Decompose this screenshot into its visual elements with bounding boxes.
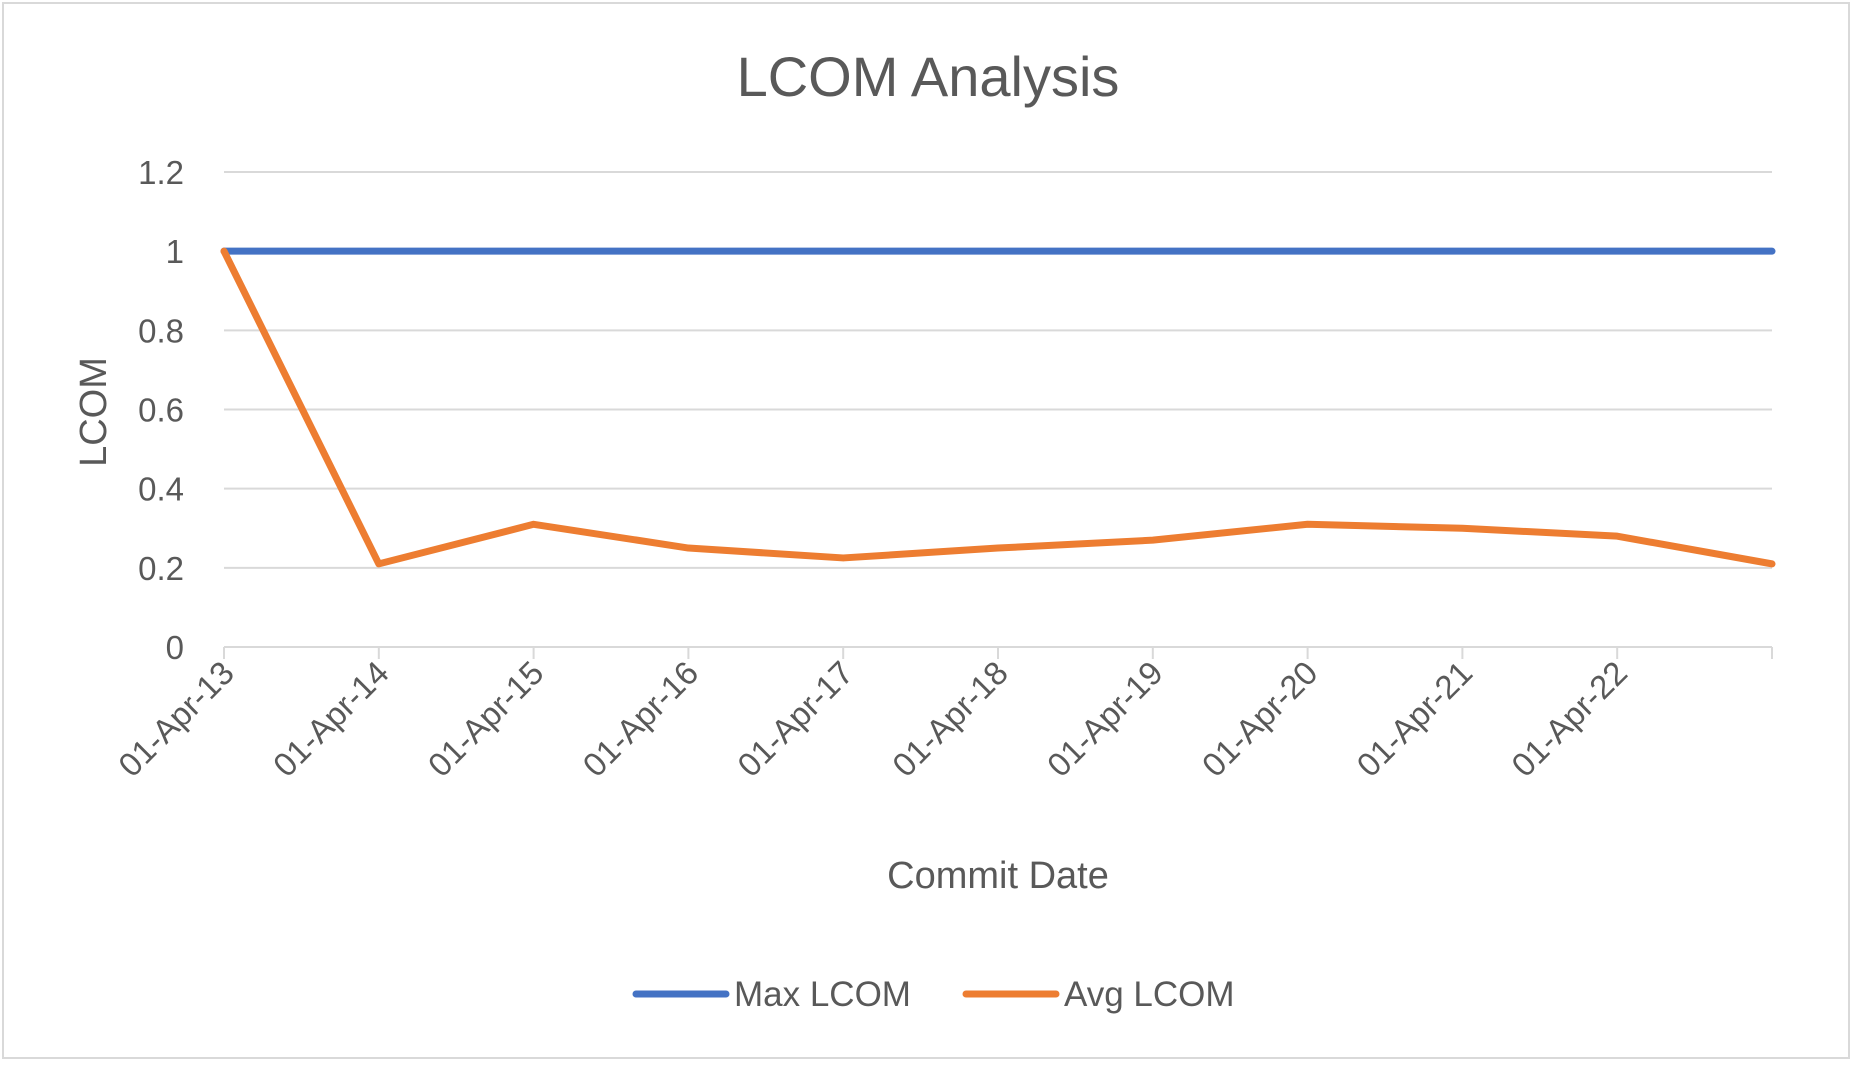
data-point xyxy=(997,250,999,252)
y-tick-label: 1 xyxy=(166,233,184,270)
data-point xyxy=(533,250,535,252)
data-point xyxy=(1461,250,1463,252)
data-point xyxy=(997,547,999,549)
data-point xyxy=(687,547,689,549)
x-axis-title: Commit Date xyxy=(887,855,1109,897)
x-tick-label: 01-Apr-14 xyxy=(266,654,396,784)
y-tick-label: 1.2 xyxy=(138,154,184,191)
legend: Max LCOM Avg LCOM xyxy=(632,975,1235,1014)
y-tick-label: 0 xyxy=(166,629,184,666)
data-point xyxy=(1152,539,1154,541)
data-point xyxy=(687,250,689,252)
x-tick-label: 01-Apr-15 xyxy=(421,654,551,784)
x-tick-label: 01-Apr-21 xyxy=(1349,654,1479,784)
legend-label: Avg LCOM xyxy=(1064,975,1235,1014)
data-point xyxy=(378,250,380,252)
data-point xyxy=(1771,563,1773,565)
x-tick-label: 01-Apr-19 xyxy=(1040,654,1170,784)
chart-title: LCOM Analysis xyxy=(737,45,1120,108)
gridlines xyxy=(224,171,1772,569)
data-point xyxy=(842,557,844,559)
legend-label: Max LCOM xyxy=(734,975,911,1014)
data-point xyxy=(1616,250,1618,252)
y-tick-label: 0.6 xyxy=(138,392,184,429)
data-point xyxy=(1307,523,1309,525)
x-tick-label: 01-Apr-20 xyxy=(1195,654,1325,784)
line-chart: LCOM Analysis LCOM Commit Date 0 0.2 0.4 0.… xyxy=(73,45,1776,1014)
y-tick-label: 0.2 xyxy=(138,550,184,587)
y-tick-label: 0.4 xyxy=(138,471,184,508)
x-tick-label: 01-Apr-18 xyxy=(885,654,1015,784)
x-tick-label: 01-Apr-22 xyxy=(1504,654,1634,784)
series-layer xyxy=(220,247,1776,568)
data-point xyxy=(1771,250,1773,252)
x-axis: 01-Apr-13 01-Apr-14 01-Apr-15 01-Apr-16 01-A… xyxy=(111,646,1773,784)
x-tick-label: 01-Apr-17 xyxy=(730,654,860,784)
data-point xyxy=(533,523,535,525)
y-axis-ticks: 0 0.2 0.4 0.6 0.8 1 1.2 xyxy=(138,154,184,666)
data-point xyxy=(1152,250,1154,252)
y-axis-title: LCOM xyxy=(73,357,115,467)
data-point xyxy=(223,250,225,252)
x-tick-label: 01-Apr-13 xyxy=(111,654,241,784)
y-tick-label: 0.8 xyxy=(138,312,184,349)
x-tick-label: 01-Apr-16 xyxy=(575,654,705,784)
data-point xyxy=(1307,250,1309,252)
data-point xyxy=(1616,535,1618,537)
data-point xyxy=(378,563,380,565)
data-point xyxy=(842,250,844,252)
series-line-1 xyxy=(220,247,1776,568)
data-point xyxy=(1461,527,1463,529)
